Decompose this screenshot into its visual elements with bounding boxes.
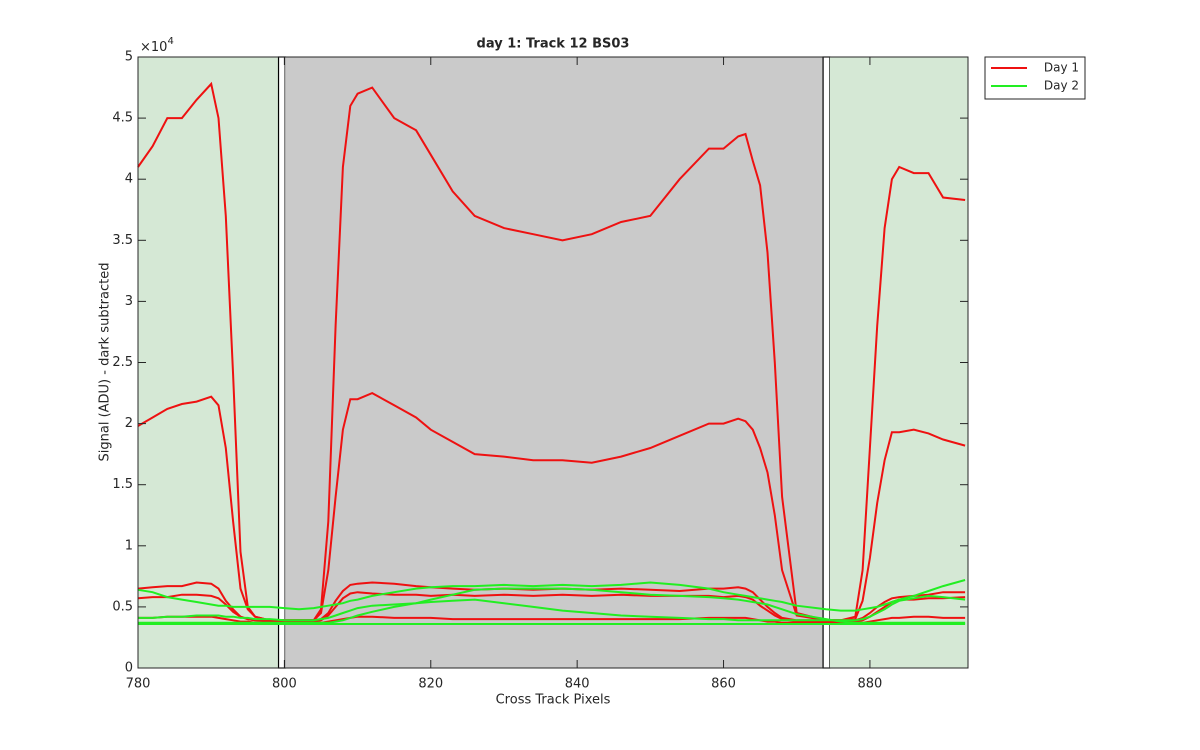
y-tick-label: 1.5 xyxy=(112,477,133,492)
y-tick-label: 0.5 xyxy=(112,599,133,614)
y-tick-label: 4 xyxy=(125,172,133,187)
x-tick-label: 880 xyxy=(858,677,883,692)
y-exponent: ×104 xyxy=(140,36,174,55)
x-tick-label: 840 xyxy=(565,677,590,692)
plot-area xyxy=(137,56,968,669)
legend-label: Day 2 xyxy=(1044,79,1079,93)
x-axis-label: Cross Track Pixels xyxy=(496,693,611,708)
y-tick-label: 3.5 xyxy=(112,233,133,248)
x-tick-label: 860 xyxy=(711,677,736,692)
data-line xyxy=(137,579,966,612)
y-exponent-power: 4 xyxy=(167,36,173,47)
legend: Day 1 Day 2 xyxy=(984,56,1086,100)
y-tick-label: 4.5 xyxy=(112,111,133,126)
x-tick-label: 800 xyxy=(272,677,297,692)
legend-label: Day 1 xyxy=(1044,61,1079,75)
data-line xyxy=(137,81,966,622)
y-tick-label: 5 xyxy=(125,50,133,65)
region xyxy=(138,57,279,668)
x-tick-label: 780 xyxy=(126,677,151,692)
region xyxy=(285,57,824,668)
region xyxy=(829,57,968,668)
y-tick-label: 0 xyxy=(125,661,133,676)
x-tick-label: 820 xyxy=(418,677,443,692)
region xyxy=(277,56,286,669)
y-tick-label: 1 xyxy=(125,538,133,553)
y-axis-label: Signal (ADU) - dark subtracted xyxy=(98,263,113,462)
region xyxy=(822,56,831,669)
y-exponent-base: ×10 xyxy=(140,40,167,55)
y-tick-label: 2 xyxy=(125,416,133,431)
y-tick-label: 2.5 xyxy=(112,355,133,370)
chart-title: day 1: Track 12 BS03 xyxy=(477,37,630,52)
data-line xyxy=(138,587,966,624)
y-tick-label: 3 xyxy=(125,294,133,309)
legend-box xyxy=(984,56,1086,100)
data-line xyxy=(138,594,966,622)
